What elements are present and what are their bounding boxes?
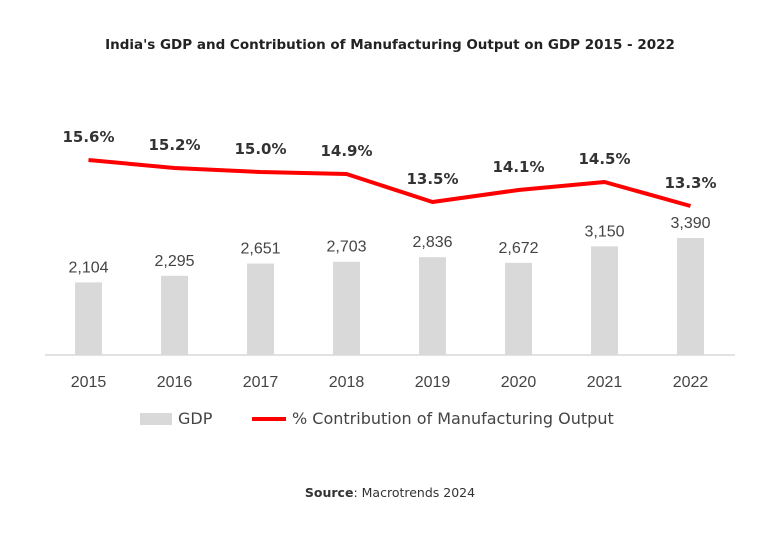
x-tick-label: 2018 (329, 374, 365, 391)
legend-item-manufacturing: % Contribution of Manufacturing Output (252, 409, 614, 428)
x-tick-label: 2022 (673, 374, 709, 391)
manufacturing-line (88, 158, 692, 208)
x-tick-label: 2019 (415, 374, 451, 391)
gdp-bar (677, 238, 704, 355)
chart-plot: 2,104 2015 2,295 2016 2,651 2017 2,703 2018 2,83… (45, 128, 735, 391)
gdp-bar (161, 275, 188, 355)
x-tick-label: 2021 (587, 374, 623, 391)
gdp-data-label: 3,150 (584, 223, 624, 240)
source-text: : Macrotrends 2024 (353, 485, 476, 500)
gdp-bar (419, 257, 446, 355)
legend-bar-swatch (140, 412, 172, 425)
gdp-bar (505, 262, 532, 355)
manufacturing-data-label: 15.0% (234, 140, 286, 158)
legend-line-swatch (252, 416, 286, 421)
gdp-data-label: 2,104 (68, 259, 108, 276)
gdp-bar (591, 246, 618, 355)
chart-title: India's GDP and Contribution of Manufact… (105, 37, 675, 53)
gdp-data-label: 2,651 (240, 241, 280, 258)
gdp-bar (333, 261, 360, 355)
x-tick-label: 2015 (71, 374, 107, 391)
manufacturing-data-label: 14.1% (492, 158, 544, 176)
gdp-data-label: 2,295 (154, 253, 194, 270)
gdp-data-label: 2,703 (326, 239, 366, 256)
legend-item-gdp: GDP (140, 409, 212, 428)
legend-label-gdp: GDP (178, 409, 213, 428)
gdp-data-label: 2,672 (498, 240, 538, 257)
legend-label-manufacturing: % Contribution of Manufacturing Output (292, 409, 614, 428)
manufacturing-data-label: 13.5% (406, 170, 458, 188)
manufacturing-data-label: 13.3% (664, 174, 716, 192)
gdp-bar (247, 263, 274, 355)
x-tick-label: 2016 (157, 374, 193, 391)
manufacturing-data-label: 15.2% (148, 136, 200, 154)
manufacturing-data-label: 14.9% (320, 142, 372, 160)
source-label: Source (304, 485, 354, 500)
gdp-data-label: 3,390 (670, 215, 710, 232)
source-note: Source: Macrotrends 2024 (0, 485, 780, 500)
manufacturing-data-label: 14.5% (578, 150, 630, 168)
manufacturing-data-label: 15.6% (62, 128, 114, 146)
gdp-bar (75, 282, 102, 355)
x-tick-label: 2020 (501, 374, 537, 391)
x-tick-label: 2017 (243, 374, 279, 391)
gdp-data-label: 2,836 (412, 234, 452, 251)
